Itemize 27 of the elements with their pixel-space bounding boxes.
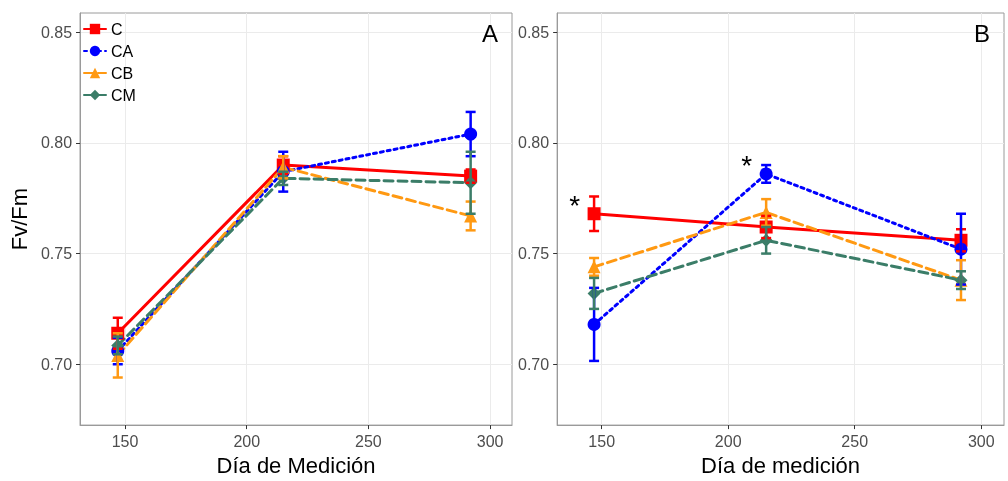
y-tick-label: 0.80 xyxy=(40,134,73,152)
annotation: A xyxy=(481,19,499,47)
x-tick-label: 200 xyxy=(233,432,261,450)
y-tick-label: 0.75 xyxy=(40,245,73,263)
x-tick-label: 150 xyxy=(111,432,139,450)
annotation: * xyxy=(741,150,753,182)
y-axis-title: Fv/Fm xyxy=(6,187,32,251)
x-tick-label: 250 xyxy=(841,432,869,450)
legend-label: CB xyxy=(111,64,134,82)
y-tick-label: 0.75 xyxy=(518,245,550,263)
x-tick-label: 300 xyxy=(476,432,504,450)
x-tick-label: 150 xyxy=(588,432,616,450)
y-tick-label: 0.85 xyxy=(40,23,73,41)
legend-label: C xyxy=(111,20,123,38)
x-tick-label: 300 xyxy=(967,432,995,450)
legend-label: CM xyxy=(111,86,136,104)
y-tick-label: 0.85 xyxy=(518,23,550,41)
x-axis-title: Día de Medición xyxy=(216,452,376,478)
annotation: * xyxy=(569,190,581,222)
annotation: B xyxy=(973,19,991,47)
legend-label: CA xyxy=(111,42,134,60)
y-tick-label: 0.80 xyxy=(518,134,550,152)
x-axis-title: Día de medición xyxy=(701,452,861,478)
x-tick-label: 250 xyxy=(355,432,382,450)
y-tick-label: 0.70 xyxy=(40,355,73,373)
y-tick-label: 0.70 xyxy=(518,355,550,373)
x-tick-label: 200 xyxy=(714,432,742,450)
